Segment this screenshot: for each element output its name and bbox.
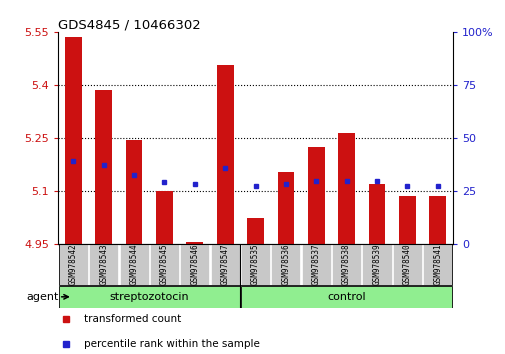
Bar bbox=[247, 218, 264, 244]
Bar bbox=[240, 244, 270, 285]
Text: transformed count: transformed count bbox=[84, 314, 181, 324]
Bar bbox=[301, 244, 330, 285]
Bar bbox=[95, 90, 112, 244]
Bar bbox=[271, 244, 300, 285]
Bar bbox=[126, 140, 142, 244]
Text: GSM978538: GSM978538 bbox=[341, 244, 350, 285]
Bar bbox=[362, 244, 391, 285]
Bar bbox=[59, 244, 451, 285]
Text: streptozotocin: streptozotocin bbox=[109, 292, 189, 302]
Text: GSM978537: GSM978537 bbox=[311, 244, 320, 285]
Text: GSM978546: GSM978546 bbox=[190, 244, 199, 285]
Text: GSM978547: GSM978547 bbox=[220, 244, 229, 285]
Bar bbox=[337, 133, 355, 244]
Bar bbox=[217, 65, 233, 244]
Bar bbox=[156, 191, 173, 244]
Bar bbox=[331, 244, 361, 285]
Bar bbox=[240, 286, 451, 308]
Bar bbox=[119, 244, 148, 285]
Bar bbox=[59, 244, 88, 285]
Text: GSM978545: GSM978545 bbox=[160, 244, 169, 285]
Bar bbox=[368, 184, 385, 244]
Text: control: control bbox=[327, 292, 365, 302]
Text: GSM978540: GSM978540 bbox=[402, 244, 411, 285]
Text: GSM978539: GSM978539 bbox=[372, 244, 381, 285]
Bar bbox=[307, 147, 324, 244]
Bar bbox=[186, 242, 203, 244]
Text: GSM978543: GSM978543 bbox=[99, 244, 108, 285]
Bar bbox=[89, 244, 118, 285]
Text: percentile rank within the sample: percentile rank within the sample bbox=[84, 339, 259, 349]
Text: GSM978541: GSM978541 bbox=[432, 244, 441, 285]
Bar bbox=[65, 37, 82, 244]
Text: GSM978542: GSM978542 bbox=[69, 244, 78, 285]
Text: GSM978535: GSM978535 bbox=[250, 244, 260, 285]
Bar bbox=[59, 286, 239, 308]
Bar bbox=[210, 244, 239, 285]
Bar bbox=[422, 244, 451, 285]
Bar bbox=[180, 244, 209, 285]
Text: GSM978544: GSM978544 bbox=[129, 244, 138, 285]
Bar bbox=[277, 172, 294, 244]
Bar bbox=[429, 196, 445, 244]
Text: GSM978536: GSM978536 bbox=[281, 244, 290, 285]
Bar bbox=[398, 196, 415, 244]
Bar bbox=[392, 244, 421, 285]
Text: GDS4845 / 10466302: GDS4845 / 10466302 bbox=[58, 19, 200, 32]
Bar bbox=[149, 244, 179, 285]
Text: agent: agent bbox=[26, 292, 59, 302]
